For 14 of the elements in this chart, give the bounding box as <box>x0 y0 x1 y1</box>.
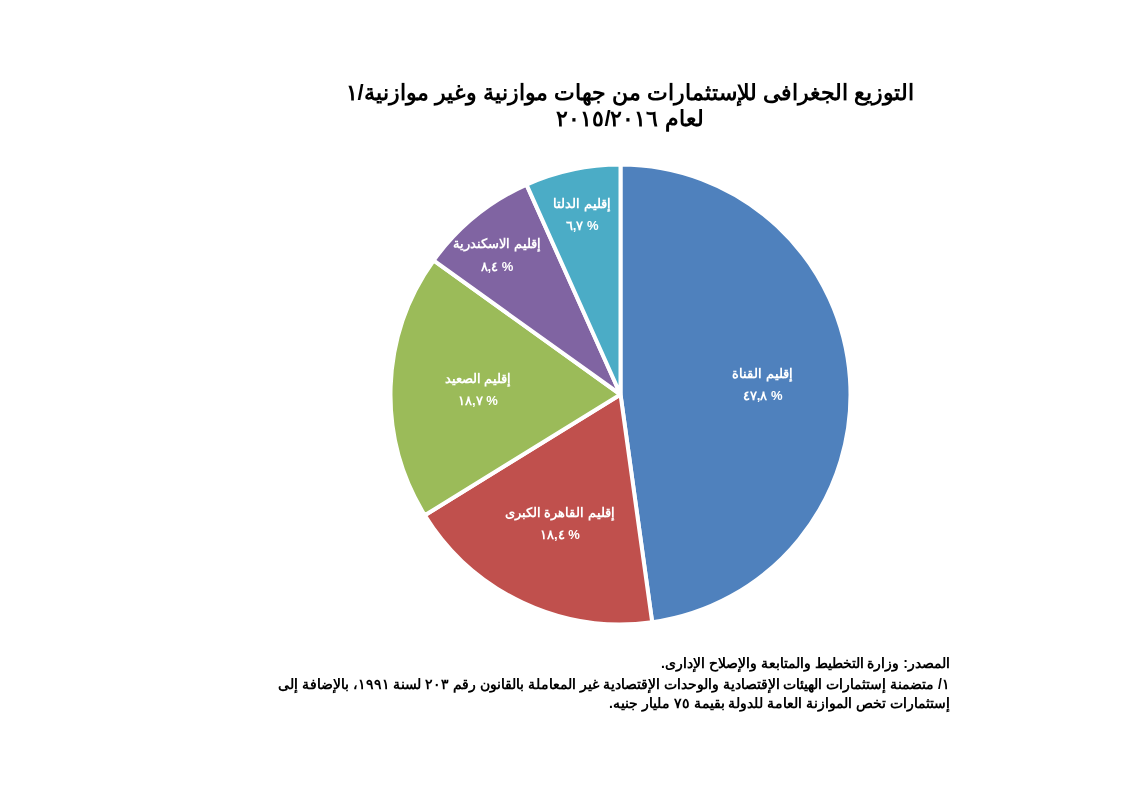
slice-label: إقليم القاهرة الكبرى <box>504 504 615 521</box>
data-label: ١٨,٧ % <box>458 393 499 409</box>
slice-label: إقليم القناة <box>732 365 794 382</box>
text: ١/ متضمنة إستثمارات الهيئات الإقتصادية والوحدات الإقتصادية غير المعاملة بالقانون رقم ٢٠٣ لسنة ١٩٩١، بالإضافة إلى إستثمارات تخص الموازنة العامة للدولة بقيمة ٧٥ مليار جنيه. <box>276 674 950 713</box>
data-label: ٨,٤ % <box>479 258 514 274</box>
text: المصدر: وزارة التخطيط والمتابعة والإصلاح الإدارى. <box>660 653 950 673</box>
data-label: ٤٧,٨ % <box>742 388 784 404</box>
chart-title: التوزيع الجغرافى للإستثمارات من جهات موازنية وغير موازنية/١ <box>344 80 916 107</box>
slice-label: إقليم الدلتا <box>553 195 611 212</box>
data-label: ٦,٧ % <box>565 218 599 234</box>
slice-label: إقليم الاسكندرية <box>453 236 541 253</box>
chart-subtitle: لعام ٢٠١٥/٢٠١٦ <box>555 106 705 133</box>
data-label: ١٨,٤ % <box>539 527 581 543</box>
slice-label: إقليم الصعيد <box>444 370 512 387</box>
